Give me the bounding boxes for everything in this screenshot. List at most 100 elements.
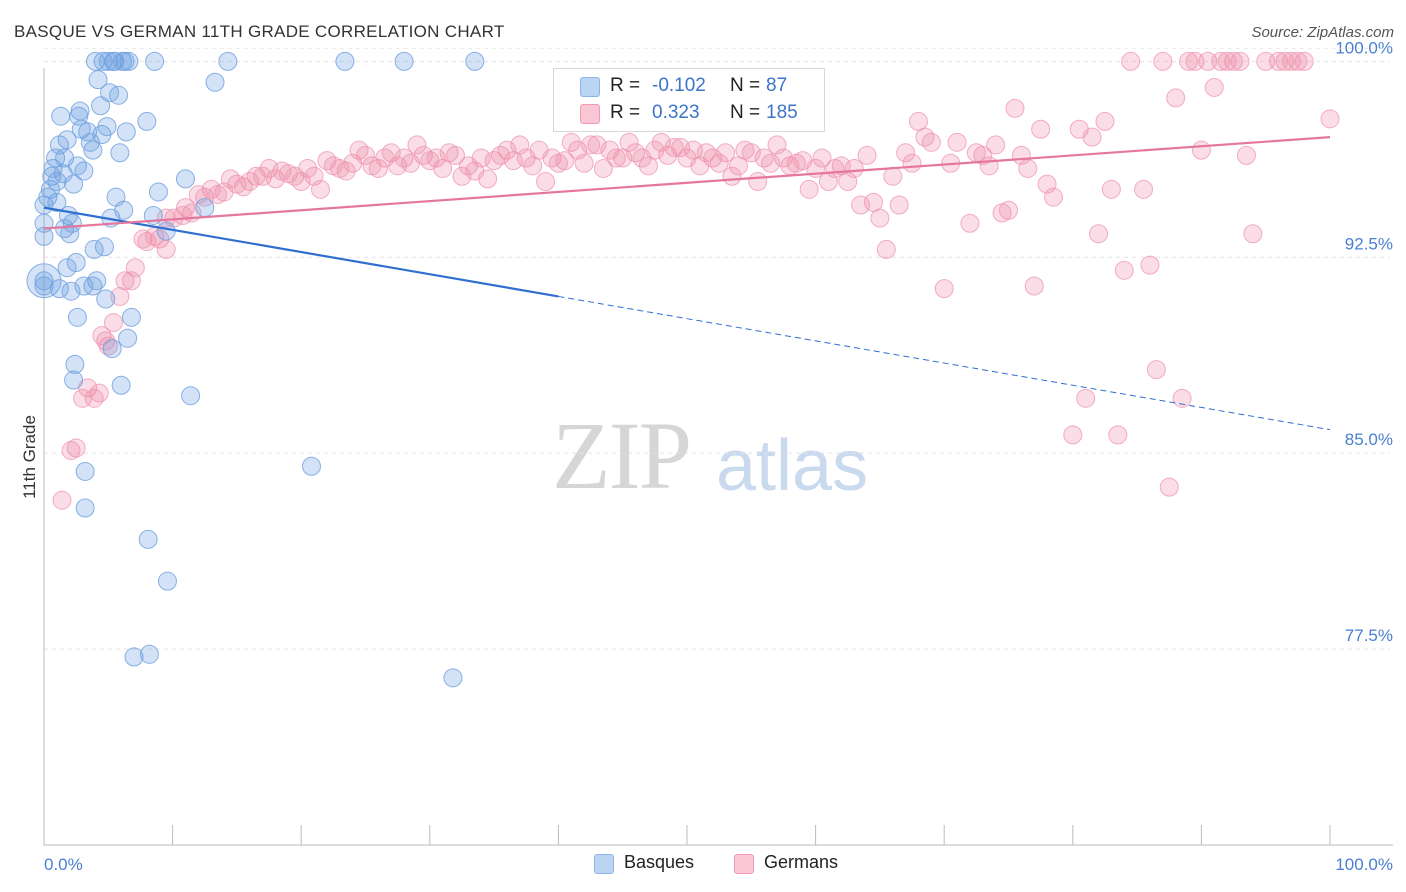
german-point <box>999 200 1018 220</box>
basque-point <box>205 72 225 92</box>
german-point <box>1146 360 1166 380</box>
german-point <box>947 132 967 152</box>
basque-point <box>75 498 95 518</box>
german-point <box>703 148 723 168</box>
german-point <box>799 179 819 199</box>
basque-point <box>61 281 81 301</box>
german-point <box>426 148 446 168</box>
german-point <box>979 156 999 176</box>
german-point <box>1005 98 1025 118</box>
basque-point <box>34 226 54 246</box>
basque-point <box>148 182 168 202</box>
basque-point <box>57 258 77 278</box>
german-point <box>1294 51 1314 71</box>
basque-point <box>157 571 177 591</box>
chart-title: BASQUE VS GERMAN 11TH GRADE CORRELATION … <box>14 22 505 41</box>
basque-point <box>62 213 82 233</box>
y-tick-label: 77.5% <box>1345 626 1393 645</box>
germans-legend-swatch <box>734 854 754 874</box>
german-point <box>986 135 1006 155</box>
german-point <box>1230 51 1250 71</box>
basques-trend-extension <box>558 295 1331 431</box>
german-point <box>84 388 104 408</box>
german-point <box>645 140 665 160</box>
basque-point <box>124 647 144 667</box>
basque-point <box>111 375 131 395</box>
german-point <box>233 177 253 197</box>
germans-swatch <box>580 104 600 124</box>
german-point <box>240 172 260 192</box>
basque-point <box>80 132 100 152</box>
x-tick-label: 0.0% <box>44 855 83 874</box>
german-point <box>1076 388 1096 408</box>
german-point <box>150 229 170 249</box>
german-point <box>1114 260 1134 280</box>
legend-n-label: N = <box>730 102 761 123</box>
german-point <box>1172 388 1192 408</box>
german-point <box>175 198 195 218</box>
german-point <box>857 145 877 165</box>
basque-point <box>175 169 195 189</box>
german-point <box>1204 77 1224 97</box>
german-point <box>902 153 922 173</box>
basque-point <box>93 51 113 71</box>
german-point <box>1121 51 1141 71</box>
basque-point <box>67 156 87 176</box>
basque-point <box>47 192 67 212</box>
basque-point <box>301 456 321 476</box>
y-tick-label: 85.0% <box>1345 430 1393 449</box>
german-point <box>452 166 472 186</box>
german-point <box>1044 187 1064 207</box>
german-point <box>1236 145 1256 165</box>
basque-point <box>465 51 485 71</box>
basque-point <box>42 166 62 186</box>
german-point <box>915 127 935 147</box>
german-point <box>1095 111 1115 131</box>
german-point <box>896 143 916 163</box>
legend-r-value: 0.323 <box>652 102 700 123</box>
german-point <box>103 313 123 333</box>
basque-point <box>145 51 165 71</box>
basque-point <box>67 307 87 327</box>
german-point <box>110 286 130 306</box>
basque-point <box>116 122 136 142</box>
german-point <box>761 153 781 173</box>
german-point <box>960 213 980 233</box>
german-point <box>626 143 646 163</box>
basque-point <box>156 221 176 241</box>
german-point <box>1159 477 1179 497</box>
basque-point <box>218 51 238 71</box>
basque-point <box>70 101 90 121</box>
basque-point <box>443 668 463 688</box>
basque-point <box>34 276 54 296</box>
basque-point <box>83 276 103 296</box>
german-point <box>1108 425 1128 445</box>
german-point <box>876 239 896 259</box>
german-point <box>1166 88 1186 108</box>
german-point <box>889 195 909 215</box>
german-point <box>581 135 601 155</box>
legend-n-label: N = <box>730 75 761 96</box>
basque-point <box>119 51 139 71</box>
german-point <box>773 148 793 168</box>
german-point <box>812 148 832 168</box>
german-point <box>1224 51 1244 71</box>
basque-point <box>138 529 158 549</box>
basques-legend-swatch <box>594 854 614 874</box>
german-point <box>484 151 504 171</box>
german-point <box>394 148 414 168</box>
basque-point <box>118 328 138 348</box>
basque-point <box>88 70 108 90</box>
basque-point <box>97 117 117 137</box>
german-point <box>96 331 116 351</box>
basque-point <box>121 307 141 327</box>
german-point <box>883 166 903 186</box>
basque-point <box>102 339 122 359</box>
german-point <box>89 383 109 403</box>
watermark-zip: ZIP <box>552 402 692 509</box>
german-point <box>1179 51 1199 71</box>
german-point <box>336 161 356 181</box>
basque-point <box>64 370 84 390</box>
basque-point <box>84 239 104 259</box>
german-point <box>593 158 613 178</box>
